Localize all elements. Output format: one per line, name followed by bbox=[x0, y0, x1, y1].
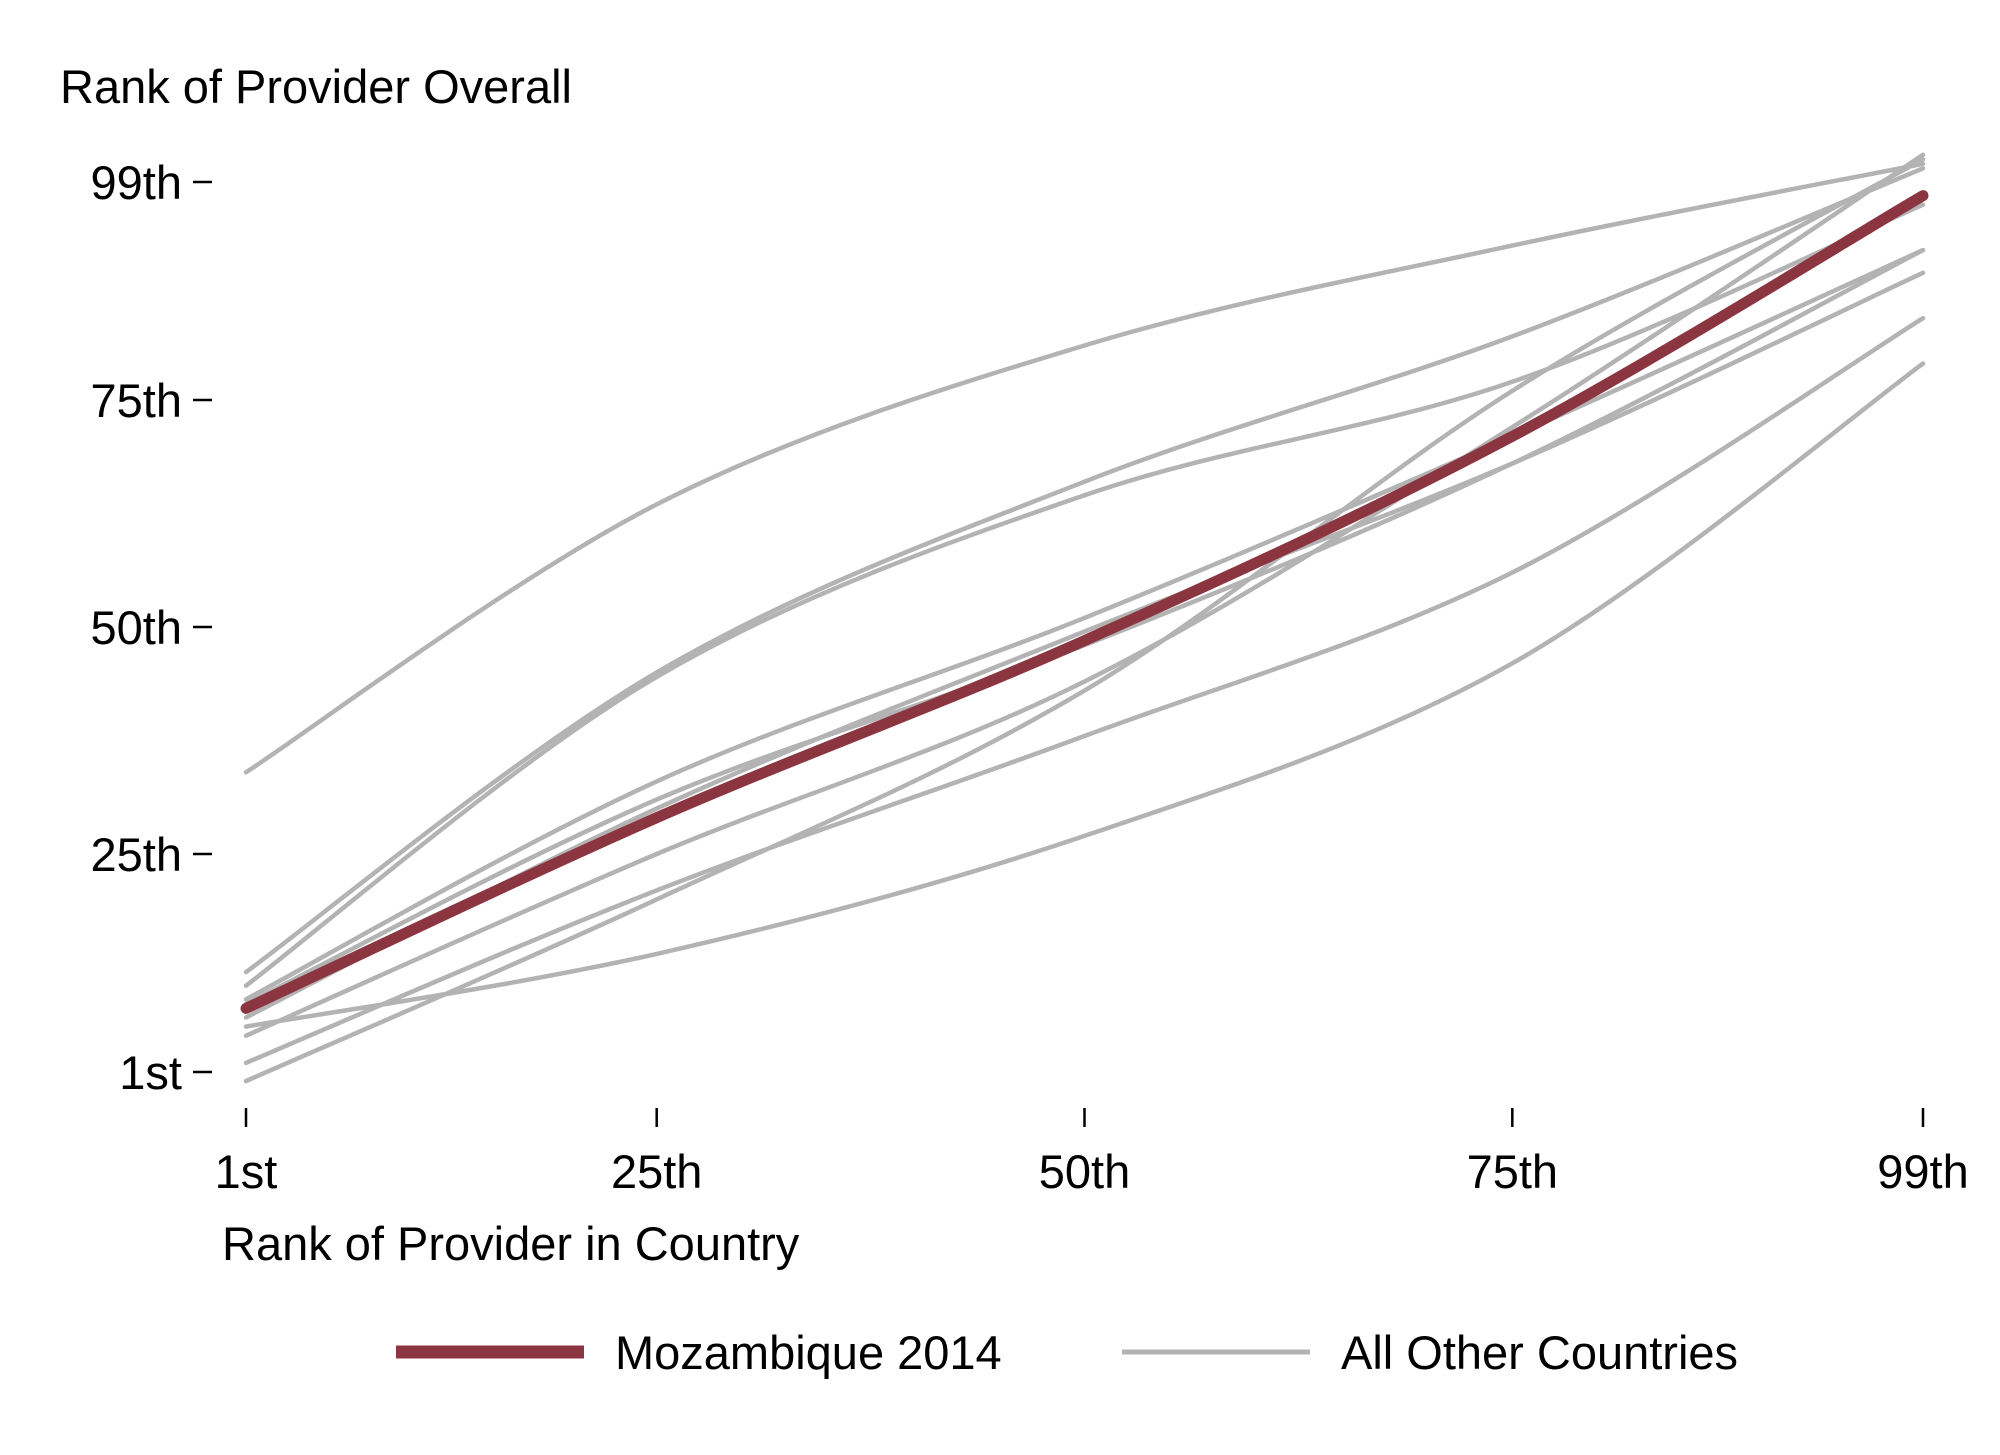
legend-label-other-countries: All Other Countries bbox=[1341, 1326, 1738, 1379]
series-line-other-country-2 bbox=[243, 166, 1926, 975]
series-line-other-country-1 bbox=[243, 161, 1926, 775]
y-tick-label: 99th bbox=[91, 156, 182, 209]
x-tick-label: 50th bbox=[1039, 1145, 1130, 1198]
y-tick-label: 25th bbox=[91, 828, 182, 881]
series-layer bbox=[240, 152, 1929, 1084]
series-line-other-country-7 bbox=[243, 152, 1926, 1038]
series-line-other-country-3 bbox=[243, 202, 1926, 988]
y-tick-label: 75th bbox=[91, 374, 182, 427]
legend-item-mozambique: Mozambique 2014 bbox=[396, 1326, 1002, 1379]
series-line-other-country-10 bbox=[243, 157, 1926, 1084]
series-line-other-country-4 bbox=[243, 247, 1926, 1002]
y-axis: 1st 25th 50th 75th 99th bbox=[91, 156, 212, 1099]
x-axis-title: Rank of Provider in Country bbox=[222, 1217, 800, 1270]
x-axis: 1st 25th 50th 75th 99th bbox=[215, 1108, 1969, 1198]
series-line-mozambique-2014 bbox=[240, 190, 1929, 1014]
x-tick-label: 25th bbox=[611, 1145, 702, 1198]
series-line-other-country-8 bbox=[243, 315, 1926, 1066]
legend-label-mozambique: Mozambique 2014 bbox=[615, 1326, 1002, 1379]
y-tick-label: 50th bbox=[91, 601, 182, 654]
series-line-other-country-9 bbox=[243, 361, 1926, 1029]
legend-item-other-countries: All Other Countries bbox=[1122, 1326, 1738, 1379]
x-tick-label: 75th bbox=[1467, 1145, 1558, 1198]
y-tick-label: 1st bbox=[119, 1046, 182, 1099]
legend: Mozambique 2014 All Other Countries bbox=[396, 1326, 1738, 1379]
y-axis-title: Rank of Provider Overall bbox=[60, 60, 572, 113]
x-tick-label: 99th bbox=[1877, 1145, 1968, 1198]
x-tick-label: 1st bbox=[215, 1145, 278, 1198]
